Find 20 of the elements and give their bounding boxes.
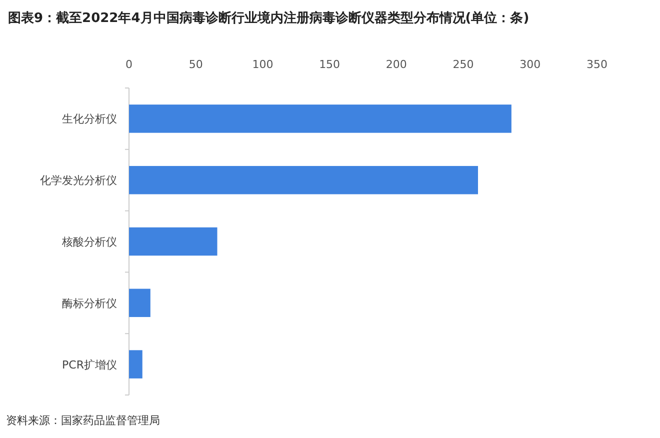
- chart-title: 图表9：截至2022年4月中国病毒诊断行业境内注册病毒诊断仪器类型分布情况(单位：条): [8, 10, 530, 26]
- y-tick-label: 酶标分析仪: [62, 296, 117, 310]
- x-tick-label: 0: [126, 58, 132, 71]
- y-tick-label: 化学发光分析仪: [40, 174, 117, 188]
- text: 资料来源：国家药品监督管理局: [6, 414, 160, 427]
- x-tick-label: 300: [520, 58, 541, 71]
- x-tick-label: 150: [319, 58, 340, 71]
- bar: [129, 104, 512, 133]
- y-tick-label: 生化分析仪: [62, 112, 117, 126]
- x-tick-label: 200: [386, 58, 407, 71]
- x-tick-label: 250: [452, 58, 474, 71]
- x-tick-label: 50: [188, 58, 203, 71]
- bar: [129, 288, 150, 318]
- x-tick-label: 100: [252, 58, 274, 71]
- bar: [129, 227, 218, 256]
- y-tick-label: 核酸分析仪: [61, 236, 117, 248]
- bar: [129, 166, 478, 194]
- bar: [129, 350, 142, 378]
- y-tick-label: PCR扩增仪: [62, 358, 117, 372]
- x-tick-label: 350: [586, 58, 608, 71]
